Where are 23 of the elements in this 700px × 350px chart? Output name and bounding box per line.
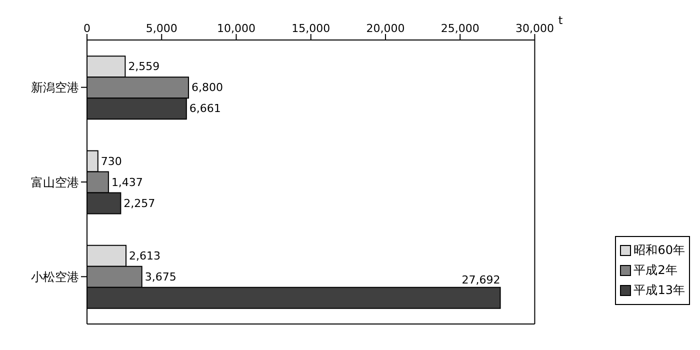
x-axis-title: t bbox=[558, 14, 564, 27]
data-label: 6,661 bbox=[189, 102, 221, 116]
data-label: 27,692 bbox=[462, 273, 500, 286]
x-tick-label: 15,000 bbox=[292, 22, 330, 35]
x-tick-label: 20,000 bbox=[366, 22, 405, 35]
legend-label: 昭和60年 bbox=[634, 242, 685, 259]
y-tick-label: 小松空港 bbox=[31, 270, 79, 284]
legend-label: 平成13年 bbox=[634, 282, 685, 299]
y-tick-label: 新潟空港 bbox=[31, 80, 79, 95]
legend-label: 平成2年 bbox=[634, 262, 678, 279]
x-tick-label: 0 bbox=[84, 22, 90, 35]
data-label: 1,437 bbox=[111, 176, 143, 189]
y-tick-label: 富山空港 bbox=[31, 175, 79, 190]
data-label: 2,559 bbox=[128, 60, 160, 74]
data-label: 2,257 bbox=[124, 196, 156, 210]
data-label: 2,613 bbox=[128, 249, 160, 262]
x-tick-label: 25,000 bbox=[440, 22, 480, 35]
data-label: 6,800 bbox=[191, 81, 223, 94]
data-label: 3,675 bbox=[144, 270, 176, 284]
data-label: 730 bbox=[100, 154, 122, 168]
x-tick-label: 30,000 bbox=[515, 22, 554, 35]
x-tick-label: 10,000 bbox=[216, 22, 256, 35]
x-tick-label: 5,000 bbox=[146, 22, 178, 35]
